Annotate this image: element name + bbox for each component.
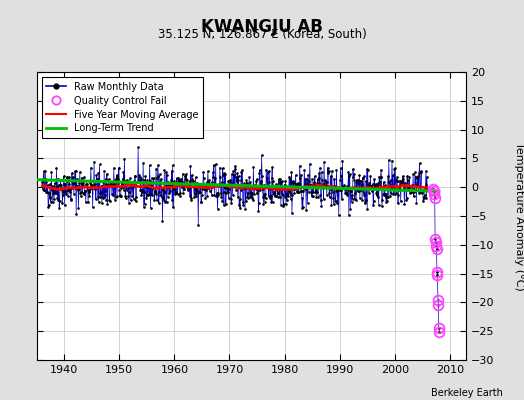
Text: KWANGJU AB: KWANGJU AB	[201, 18, 323, 36]
Text: 35.125 N, 126.867 E (Korea, South): 35.125 N, 126.867 E (Korea, South)	[158, 28, 366, 41]
Y-axis label: Temperature Anomaly (°C): Temperature Anomaly (°C)	[514, 142, 524, 290]
Text: Berkeley Earth: Berkeley Earth	[431, 388, 503, 398]
Legend: Raw Monthly Data, Quality Control Fail, Five Year Moving Average, Long-Term Tren: Raw Monthly Data, Quality Control Fail, …	[41, 77, 203, 138]
